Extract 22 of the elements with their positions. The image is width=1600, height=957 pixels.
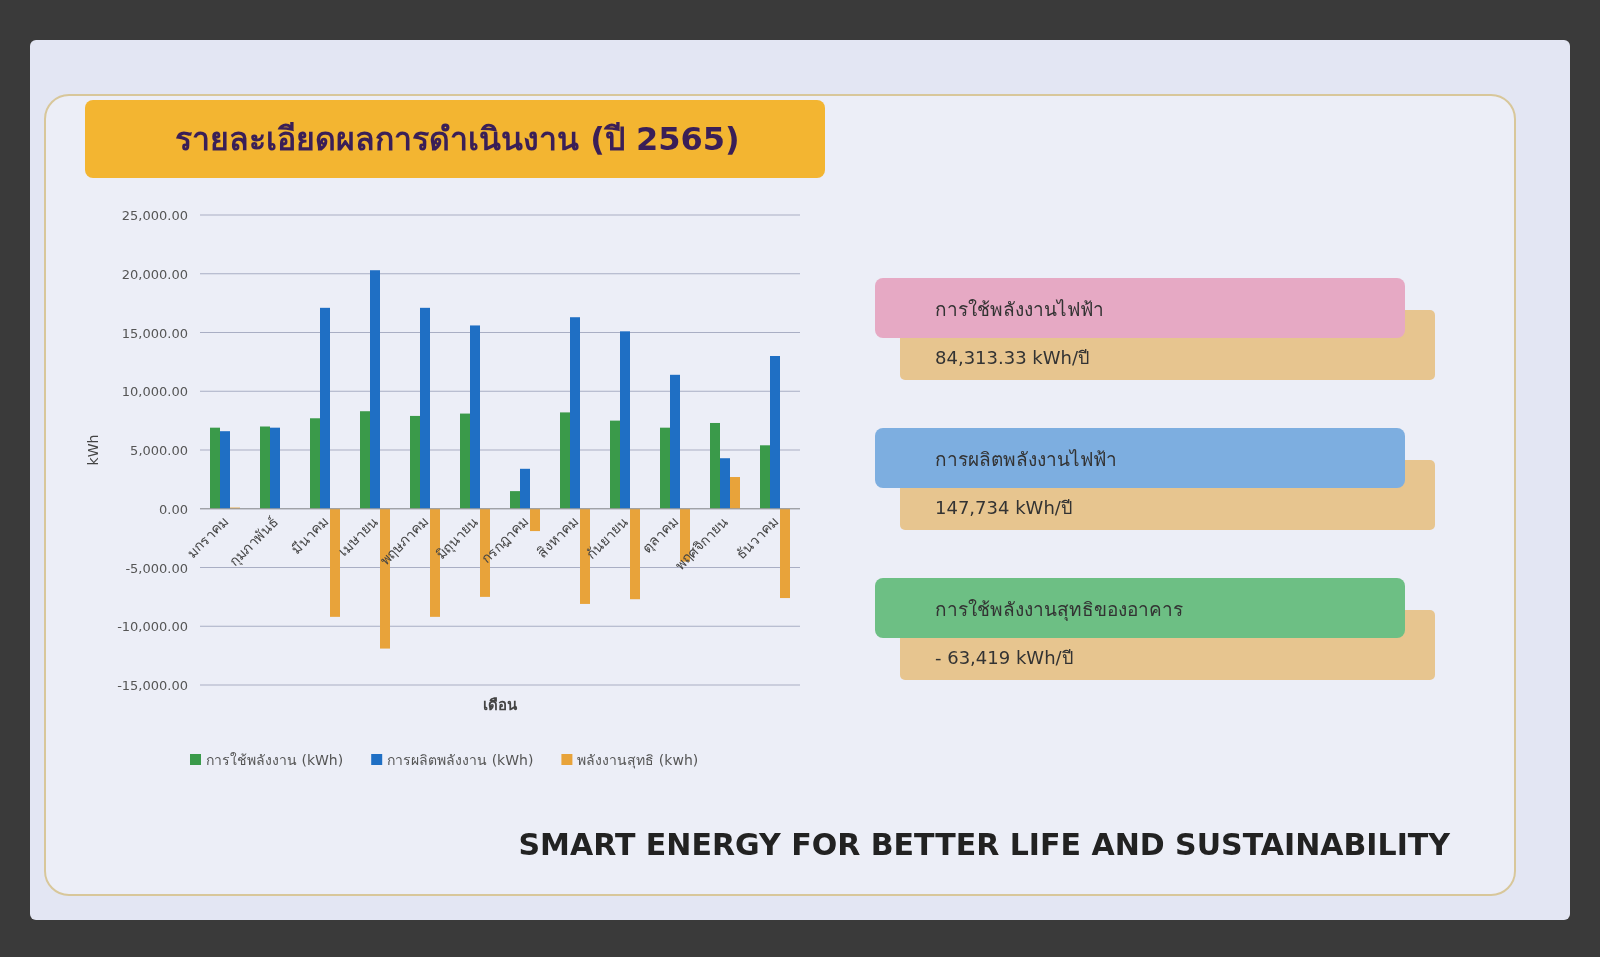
- text: 84,313.33 kWh/ปี: [935, 347, 1090, 368]
- y-tick-label: 25,000.00: [121, 208, 188, 223]
- legend-label: พลังงานสุทธิ (kwh): [577, 752, 699, 769]
- text: - 63,419 kWh/ปี: [935, 647, 1073, 668]
- y-tick-label: 10,000.00: [121, 384, 188, 400]
- y-tick-label: -5,000.00: [125, 560, 188, 576]
- y-tick-label: -15,000.00: [117, 678, 188, 693]
- y-tick-label: 5,000.00: [130, 443, 188, 458]
- y-tick-label: 20,000.00: [121, 266, 188, 282]
- legend-label: การใช้พลังงาน (kWh): [206, 752, 344, 768]
- y-axis-title: kWh: [85, 434, 101, 466]
- y-tick-label: 0.00: [159, 501, 188, 517]
- text: การใช้พลังงานสุทธิของอาคาร: [935, 598, 1183, 622]
- text: การผลิตพลังงานไฟฟ้า: [935, 448, 1117, 470]
- y-tick-label: -10,000.00: [117, 619, 188, 635]
- text: การใช้พลังงานไฟฟ้า: [935, 298, 1104, 320]
- text: SMART ENERGY FOR BETTER LIFE AND SUSTAINABILITY: [518, 827, 1452, 862]
- x-axis-title: เดือน: [483, 696, 518, 714]
- chart-title: รายละเอียดผลการดำเนินงาน (ปี 2565): [175, 120, 740, 158]
- legend-label: การผลิตพลังงาน (kWh): [387, 752, 534, 768]
- text: 147,734 kWh/ปี: [935, 497, 1072, 518]
- y-tick-label: 15,000.00: [121, 325, 188, 341]
